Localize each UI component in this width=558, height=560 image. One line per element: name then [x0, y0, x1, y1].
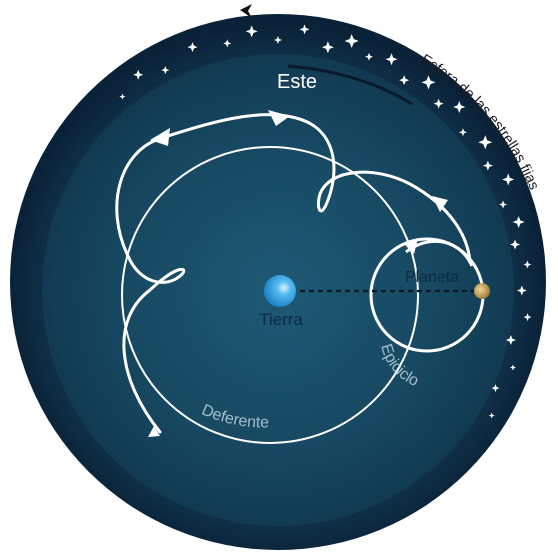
arrowhead-icon: [404, 238, 418, 254]
four-point-star-icon: [161, 66, 170, 75]
four-point-star-icon: [223, 39, 232, 48]
four-point-star-icon: [488, 412, 495, 419]
east-label: Este: [277, 71, 317, 93]
four-point-star-icon: [321, 41, 334, 54]
four-point-star-icon: [509, 364, 516, 371]
four-point-star-icon: [399, 75, 410, 86]
deferent-circle: [121, 146, 419, 444]
arrowhead-icon: [240, 4, 252, 18]
four-point-star-icon: [385, 53, 398, 66]
arrowhead-icon: [268, 110, 290, 126]
four-point-star-icon: [499, 200, 508, 209]
four-point-star-icon: [458, 128, 467, 137]
four-point-star-icon: [119, 93, 126, 100]
four-point-star-icon: [365, 52, 374, 61]
four-point-star-icon: [245, 25, 258, 38]
earth-label: Tierra: [259, 310, 303, 329]
four-point-star-icon: [187, 42, 198, 53]
star-field: [119, 24, 532, 419]
four-point-star-icon: [299, 24, 310, 35]
four-point-star-icon: [433, 98, 444, 109]
four-point-star-icon: [491, 384, 500, 393]
four-point-star-icon: [453, 100, 466, 113]
planet-label: Planeta: [405, 269, 459, 286]
arrowhead-icon: [148, 426, 160, 437]
four-point-star-icon: [516, 285, 527, 296]
arrowhead-icon: [432, 196, 448, 212]
four-point-star-icon: [478, 135, 493, 150]
four-point-star-icon: [502, 173, 515, 186]
four-point-star-icon: [133, 69, 144, 80]
four-point-star-icon: [421, 75, 436, 90]
planet-icon: [474, 283, 490, 299]
four-point-star-icon: [344, 34, 359, 49]
horizon-arc: [287, 64, 413, 106]
planet-path: [115, 113, 472, 434]
four-point-star-icon: [274, 36, 282, 44]
arrowhead-icon: [150, 128, 170, 146]
four-point-star-icon: [510, 239, 521, 250]
earth-icon: [264, 275, 296, 307]
four-point-star-icon: [523, 260, 532, 269]
four-point-star-icon: [512, 216, 525, 229]
four-point-star-icon: [523, 313, 532, 322]
four-point-star-icon: [482, 160, 493, 171]
four-point-star-icon: [505, 335, 516, 346]
